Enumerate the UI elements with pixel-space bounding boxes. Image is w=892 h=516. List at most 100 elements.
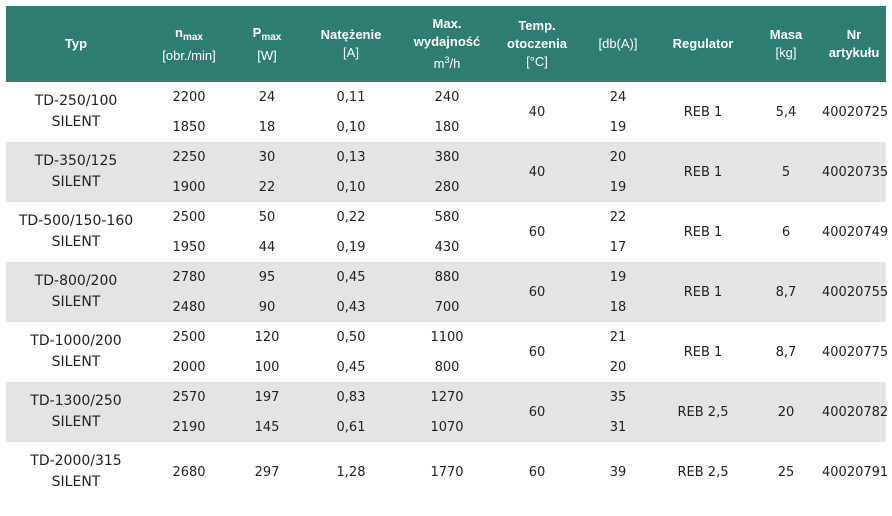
header-typ: Typ xyxy=(64,36,88,51)
product-table-body: TD-250/100 SILENT 2200 24 0,11 240 40 24 REB 1 5,… xyxy=(6,82,889,502)
product-table-container: Typ nmax [obr./min] Pmax [W] Natężenie [… xyxy=(6,6,889,502)
cell-current: 0,45 xyxy=(336,359,366,375)
cell-nmax: 2250 xyxy=(172,149,206,165)
cell-regulator: REB 2,5 xyxy=(677,464,729,480)
table-row: TD-350/125 SILENT 2250 30 0,13 380 40 20 REB 1 5 4… xyxy=(6,142,888,190)
header-db: [db(A)] xyxy=(598,36,638,51)
cell-article: 40020725 xyxy=(822,104,889,120)
cell-db: 17 xyxy=(609,239,627,255)
model-variant: SILENT xyxy=(51,234,101,250)
model-name: TD-2000/315 xyxy=(30,453,122,469)
cell-typ: TD-250/100 SILENT xyxy=(6,82,146,142)
cell-nmax: 2000 xyxy=(172,359,206,375)
cell-nmax: 1850 xyxy=(172,119,206,135)
model-variant: SILENT xyxy=(51,414,101,430)
cell-capacity: 700 xyxy=(434,299,460,315)
cell-pmax: 24 xyxy=(258,89,276,105)
cell-pmax: 90 xyxy=(258,299,276,315)
cell-temperature: 40 xyxy=(528,104,546,120)
table-row: TD-500/150-160 SILENT 2500 50 0,22 580 60 22 REB… xyxy=(6,202,888,250)
cell-article: 40020782 xyxy=(822,404,889,420)
cell-pmax: 145 xyxy=(254,419,280,435)
model-variant: SILENT xyxy=(51,474,101,490)
cell-pmax: 22 xyxy=(258,179,276,195)
model-name: TD-250/100 xyxy=(34,93,118,109)
cell-regulator: REB 1 xyxy=(683,284,723,300)
cell-current: 0,10 xyxy=(336,119,366,135)
cell-pmax: 50 xyxy=(258,209,276,225)
header-row: Typ nmax [obr./min] Pmax [W] Natężenie [… xyxy=(6,6,886,82)
cell-article: 40020749 xyxy=(822,224,889,240)
cell-article: 40020755 xyxy=(822,284,889,300)
cell-capacity: 280 xyxy=(434,179,460,195)
cell-typ: TD-1000/200 SILENT xyxy=(6,322,146,382)
cell-current: 0,13 xyxy=(336,149,366,165)
cell-current: 0,45 xyxy=(336,269,366,285)
cell-capacity: 240 xyxy=(434,89,460,105)
cell-current: 0,43 xyxy=(336,299,366,315)
cell-regulator: REB 2,5 xyxy=(677,404,729,420)
cell-regulator: REB 1 xyxy=(683,344,723,360)
cell-db: 18 xyxy=(609,299,627,315)
cell-current: 0,19 xyxy=(336,239,366,255)
cell-nmax: 2480 xyxy=(172,299,206,315)
cell-current: 0,22 xyxy=(336,209,366,225)
cell-regulator: REB 1 xyxy=(683,104,723,120)
cell-regulator: REB 1 xyxy=(683,224,723,240)
model-variant: SILENT xyxy=(51,174,101,190)
cell-capacity: 1770 xyxy=(430,464,464,480)
cell-capacity: 880 xyxy=(434,269,460,285)
cell-pmax: 100 xyxy=(254,359,280,375)
cell-db: 19 xyxy=(609,119,627,135)
cell-typ: TD-1300/250 SILENT xyxy=(6,382,146,442)
cell-db: 20 xyxy=(609,149,627,165)
cell-pmax: 95 xyxy=(258,269,276,285)
cell-typ: TD-500/150-160 SILENT xyxy=(6,202,146,262)
product-table: Typ nmax [obr./min] Pmax [W] Natężenie [… xyxy=(6,6,889,502)
cell-capacity: 430 xyxy=(434,239,460,255)
cell-current: 0,61 xyxy=(336,419,366,435)
cell-pmax: 197 xyxy=(254,389,280,405)
cell-temperature: 60 xyxy=(528,284,546,300)
cell-nmax: 1900 xyxy=(172,179,206,195)
cell-temperature: 60 xyxy=(528,224,546,240)
model-name: TD-350/125 xyxy=(34,153,118,169)
cell-typ: TD-800/200 SILENT xyxy=(6,262,146,322)
cell-nmax: 2500 xyxy=(172,209,206,225)
cell-nmax: 2780 xyxy=(172,269,206,285)
header-article: Nr artykułu xyxy=(828,27,880,60)
table-row: TD-250/100 SILENT 2200 24 0,11 240 40 24 REB 1 5,… xyxy=(6,82,888,130)
cell-temperature: 40 xyxy=(528,164,546,180)
model-variant: SILENT xyxy=(51,354,101,370)
cell-nmax: 2680 xyxy=(172,464,206,480)
cell-mass: 20 xyxy=(777,404,795,420)
table-row: TD-2000/315 SILENT 2680 297 1,28 1770 60 39 REB … xyxy=(6,442,888,502)
header-mass: Masa [kg] xyxy=(769,27,803,60)
cell-typ: TD-2000/315 SILENT xyxy=(6,442,146,502)
cell-mass: 6 xyxy=(781,224,791,240)
cell-db: 22 xyxy=(609,209,627,225)
cell-db: 19 xyxy=(609,179,627,195)
cell-typ: TD-350/125 SILENT xyxy=(6,142,146,202)
cell-pmax: 18 xyxy=(258,119,276,135)
cell-capacity: 800 xyxy=(434,359,460,375)
cell-current: 0,10 xyxy=(336,179,366,195)
cell-capacity: 1100 xyxy=(430,329,464,345)
cell-current: 1,28 xyxy=(336,464,366,480)
header-pmax: Pmax [W] xyxy=(252,24,282,63)
cell-current: 0,83 xyxy=(336,389,366,405)
model-name: TD-800/200 xyxy=(34,273,118,289)
cell-capacity: 1270 xyxy=(430,389,464,405)
cell-nmax: 1950 xyxy=(172,239,206,255)
cell-mass: 5 xyxy=(781,164,791,180)
cell-current: 0,11 xyxy=(336,89,366,105)
cell-current: 0,50 xyxy=(336,329,366,345)
header-temperature: Temp. otoczenia [°C] xyxy=(507,18,567,69)
cell-pmax: 30 xyxy=(258,149,276,165)
model-name: TD-1000/200 xyxy=(30,333,122,349)
cell-capacity: 380 xyxy=(434,149,460,165)
cell-capacity: 1070 xyxy=(430,419,464,435)
table-row: TD-1300/250 SILENT 2570 197 0,83 1270 60 35 REB … xyxy=(6,382,888,430)
cell-db: 31 xyxy=(609,419,627,435)
cell-mass: 25 xyxy=(777,464,795,480)
